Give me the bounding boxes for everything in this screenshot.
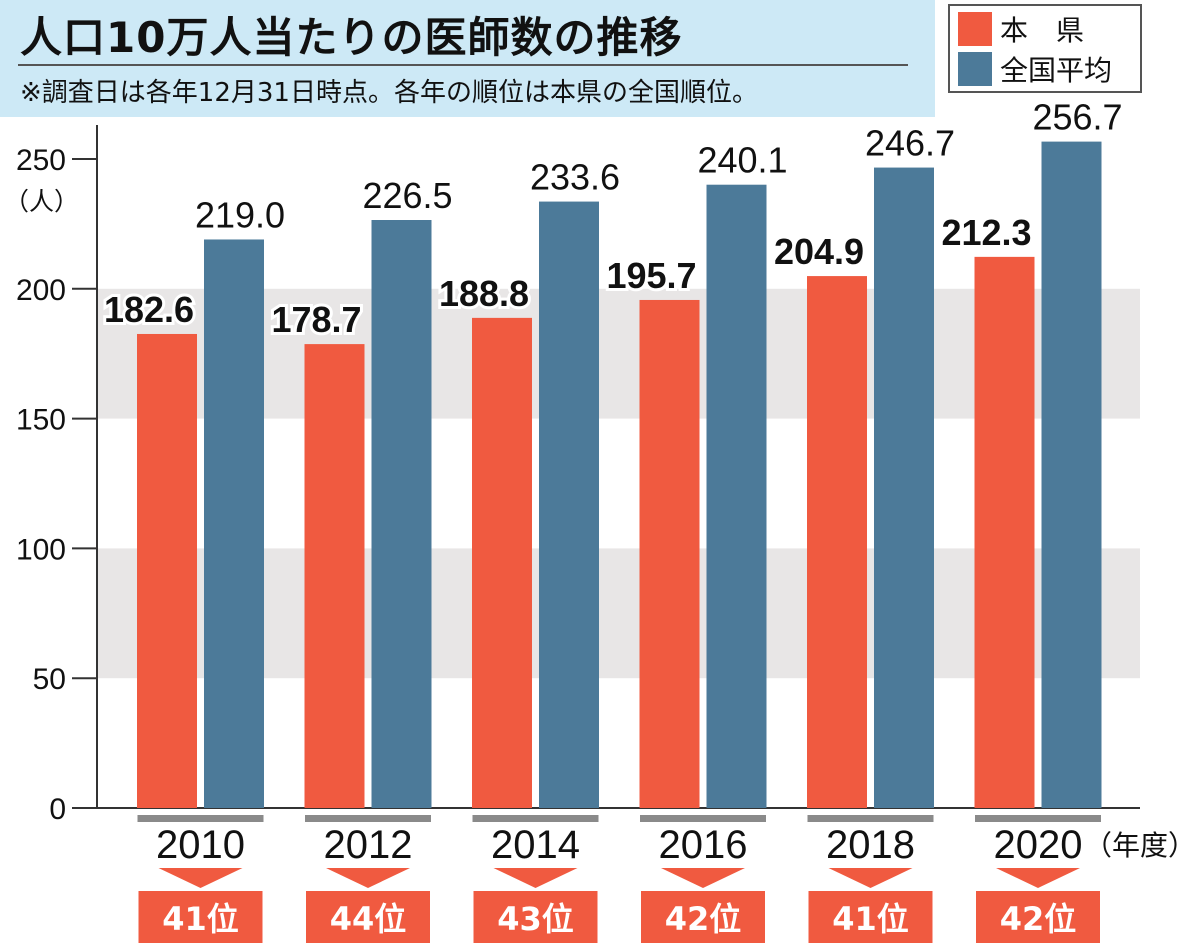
chart-title: 人口10万人当たりの医師数の推移: [20, 13, 683, 62]
y-tick-label: 200: [16, 274, 66, 307]
rank-badge: [138, 891, 263, 943]
category-bracket: [807, 815, 934, 822]
bar-prefecture: [304, 344, 365, 808]
legend: 本 県 全国平均: [948, 4, 1142, 93]
x-tick-label: 2016: [659, 823, 748, 867]
rank-label: 42位: [665, 900, 742, 938]
category-bracket: [975, 815, 1101, 822]
grid-band: [97, 288, 1140, 419]
rank-badge: [473, 891, 598, 943]
x-axis-unit: （年度）: [1084, 829, 1196, 862]
rank-label: 41位: [162, 900, 239, 938]
y-tick-label: 0: [49, 793, 66, 826]
bar-national: [371, 220, 432, 809]
x-tick-label: 2020: [994, 823, 1083, 867]
data-label-prefecture: 188.8: [439, 273, 529, 314]
data-label-national: 240.1: [697, 140, 787, 181]
grid-band: [97, 548, 1140, 679]
legend-label-prefecture: 本 県: [1000, 14, 1085, 47]
rank-badge: [306, 891, 430, 943]
category-bracket: [137, 815, 264, 822]
x-tick-label: 2014: [491, 823, 580, 867]
data-label-prefecture: 182.6: [104, 289, 194, 330]
legend-swatch-prefecture: [958, 12, 992, 46]
data-label-prefecture: 195.7: [606, 255, 696, 296]
bar-prefecture: [807, 276, 867, 808]
x-tick-label: 2010: [156, 823, 245, 867]
rank-label: 41位: [832, 900, 909, 938]
x-tick-label: 2018: [826, 823, 915, 867]
bar-national: [539, 201, 599, 808]
title-divider: [18, 64, 908, 66]
bar-prefecture: [974, 256, 1035, 808]
rank-badge: [641, 891, 765, 943]
bar-prefecture: [639, 299, 700, 808]
rank-label: 43位: [497, 900, 574, 938]
data-label-prefecture: 204.9: [774, 231, 864, 272]
legend-label-national: 全国平均: [1000, 54, 1113, 87]
legend-item-national: 全国平均: [958, 50, 1112, 88]
bar-prefecture: [472, 317, 532, 808]
data-label-national: 246.7: [865, 123, 955, 164]
bar-national: [874, 167, 934, 809]
header-panel: 人口10万人当たりの医師数の推移 ※調査日は各年12月31日時点。各年の順位は本…: [0, 0, 935, 117]
rank-arrow: [158, 868, 243, 888]
category-bracket: [472, 815, 599, 822]
data-label-national: 256.7: [1032, 97, 1122, 138]
rank-label: 42位: [1000, 900, 1077, 938]
bar-national: [706, 184, 767, 809]
rank-arrow: [326, 868, 410, 888]
y-axis-unit: （人）: [4, 187, 79, 216]
data-label-national: 233.6: [530, 157, 620, 198]
chart-note: ※調査日は各年12月31日時点。各年の順位は本県の全国順位。: [20, 78, 758, 108]
rank-badge: [808, 891, 933, 943]
rank-badge: [976, 891, 1100, 943]
category-bracket: [640, 815, 766, 822]
data-label-prefecture: 212.3: [941, 212, 1031, 253]
bar-national: [1041, 141, 1102, 808]
rank-label: 44位: [330, 900, 407, 938]
data-label-national: 226.5: [362, 175, 452, 216]
y-tick-label: 50: [33, 663, 66, 696]
rank-arrow: [828, 868, 913, 888]
y-tick-label: 250: [16, 144, 66, 177]
legend-item-prefecture: 本 県: [958, 10, 1084, 48]
rank-arrow: [661, 868, 745, 888]
bar-prefecture: [137, 333, 197, 808]
y-tick-label: 150: [16, 404, 66, 437]
rank-arrow: [996, 868, 1080, 888]
bar-national: [204, 239, 264, 808]
legend-swatch-national: [958, 52, 992, 86]
data-label-prefecture: 178.7: [271, 299, 361, 340]
category-bracket: [305, 815, 431, 822]
y-tick-label: 100: [16, 533, 66, 566]
rank-arrow: [493, 868, 578, 888]
data-label-national: 219.0: [195, 194, 285, 235]
x-tick-label: 2012: [324, 823, 413, 867]
